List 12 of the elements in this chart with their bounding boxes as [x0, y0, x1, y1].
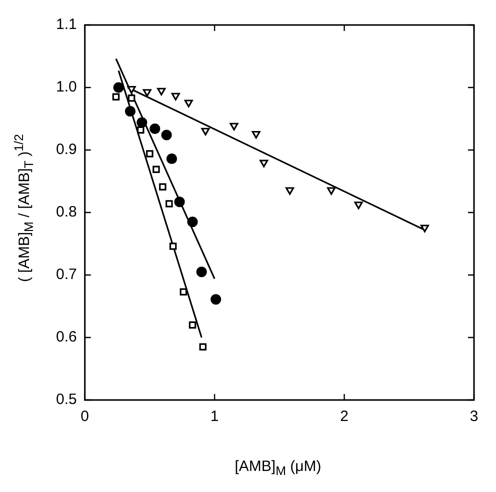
y-tick-label: 0.8	[56, 204, 77, 221]
y-tick-label: 0.5	[56, 391, 77, 408]
x-axis-title: [AMB]$_{M}$ (μM)	[234, 458, 322, 478]
y-tick-label: 0.9	[56, 141, 77, 158]
y-tick-label: 0.7	[56, 266, 77, 284]
x-tick-label: 1	[210, 408, 219, 426]
y-tick-label: 0.6	[56, 328, 77, 346]
x-tick-label: 0	[80, 408, 90, 426]
x-tick-label: 3	[470, 408, 478, 426]
y-tick-label: 1.0	[56, 78, 77, 96]
y-tick-label: 1.1	[56, 16, 77, 34]
x-tick-label: 2	[340, 408, 348, 426]
